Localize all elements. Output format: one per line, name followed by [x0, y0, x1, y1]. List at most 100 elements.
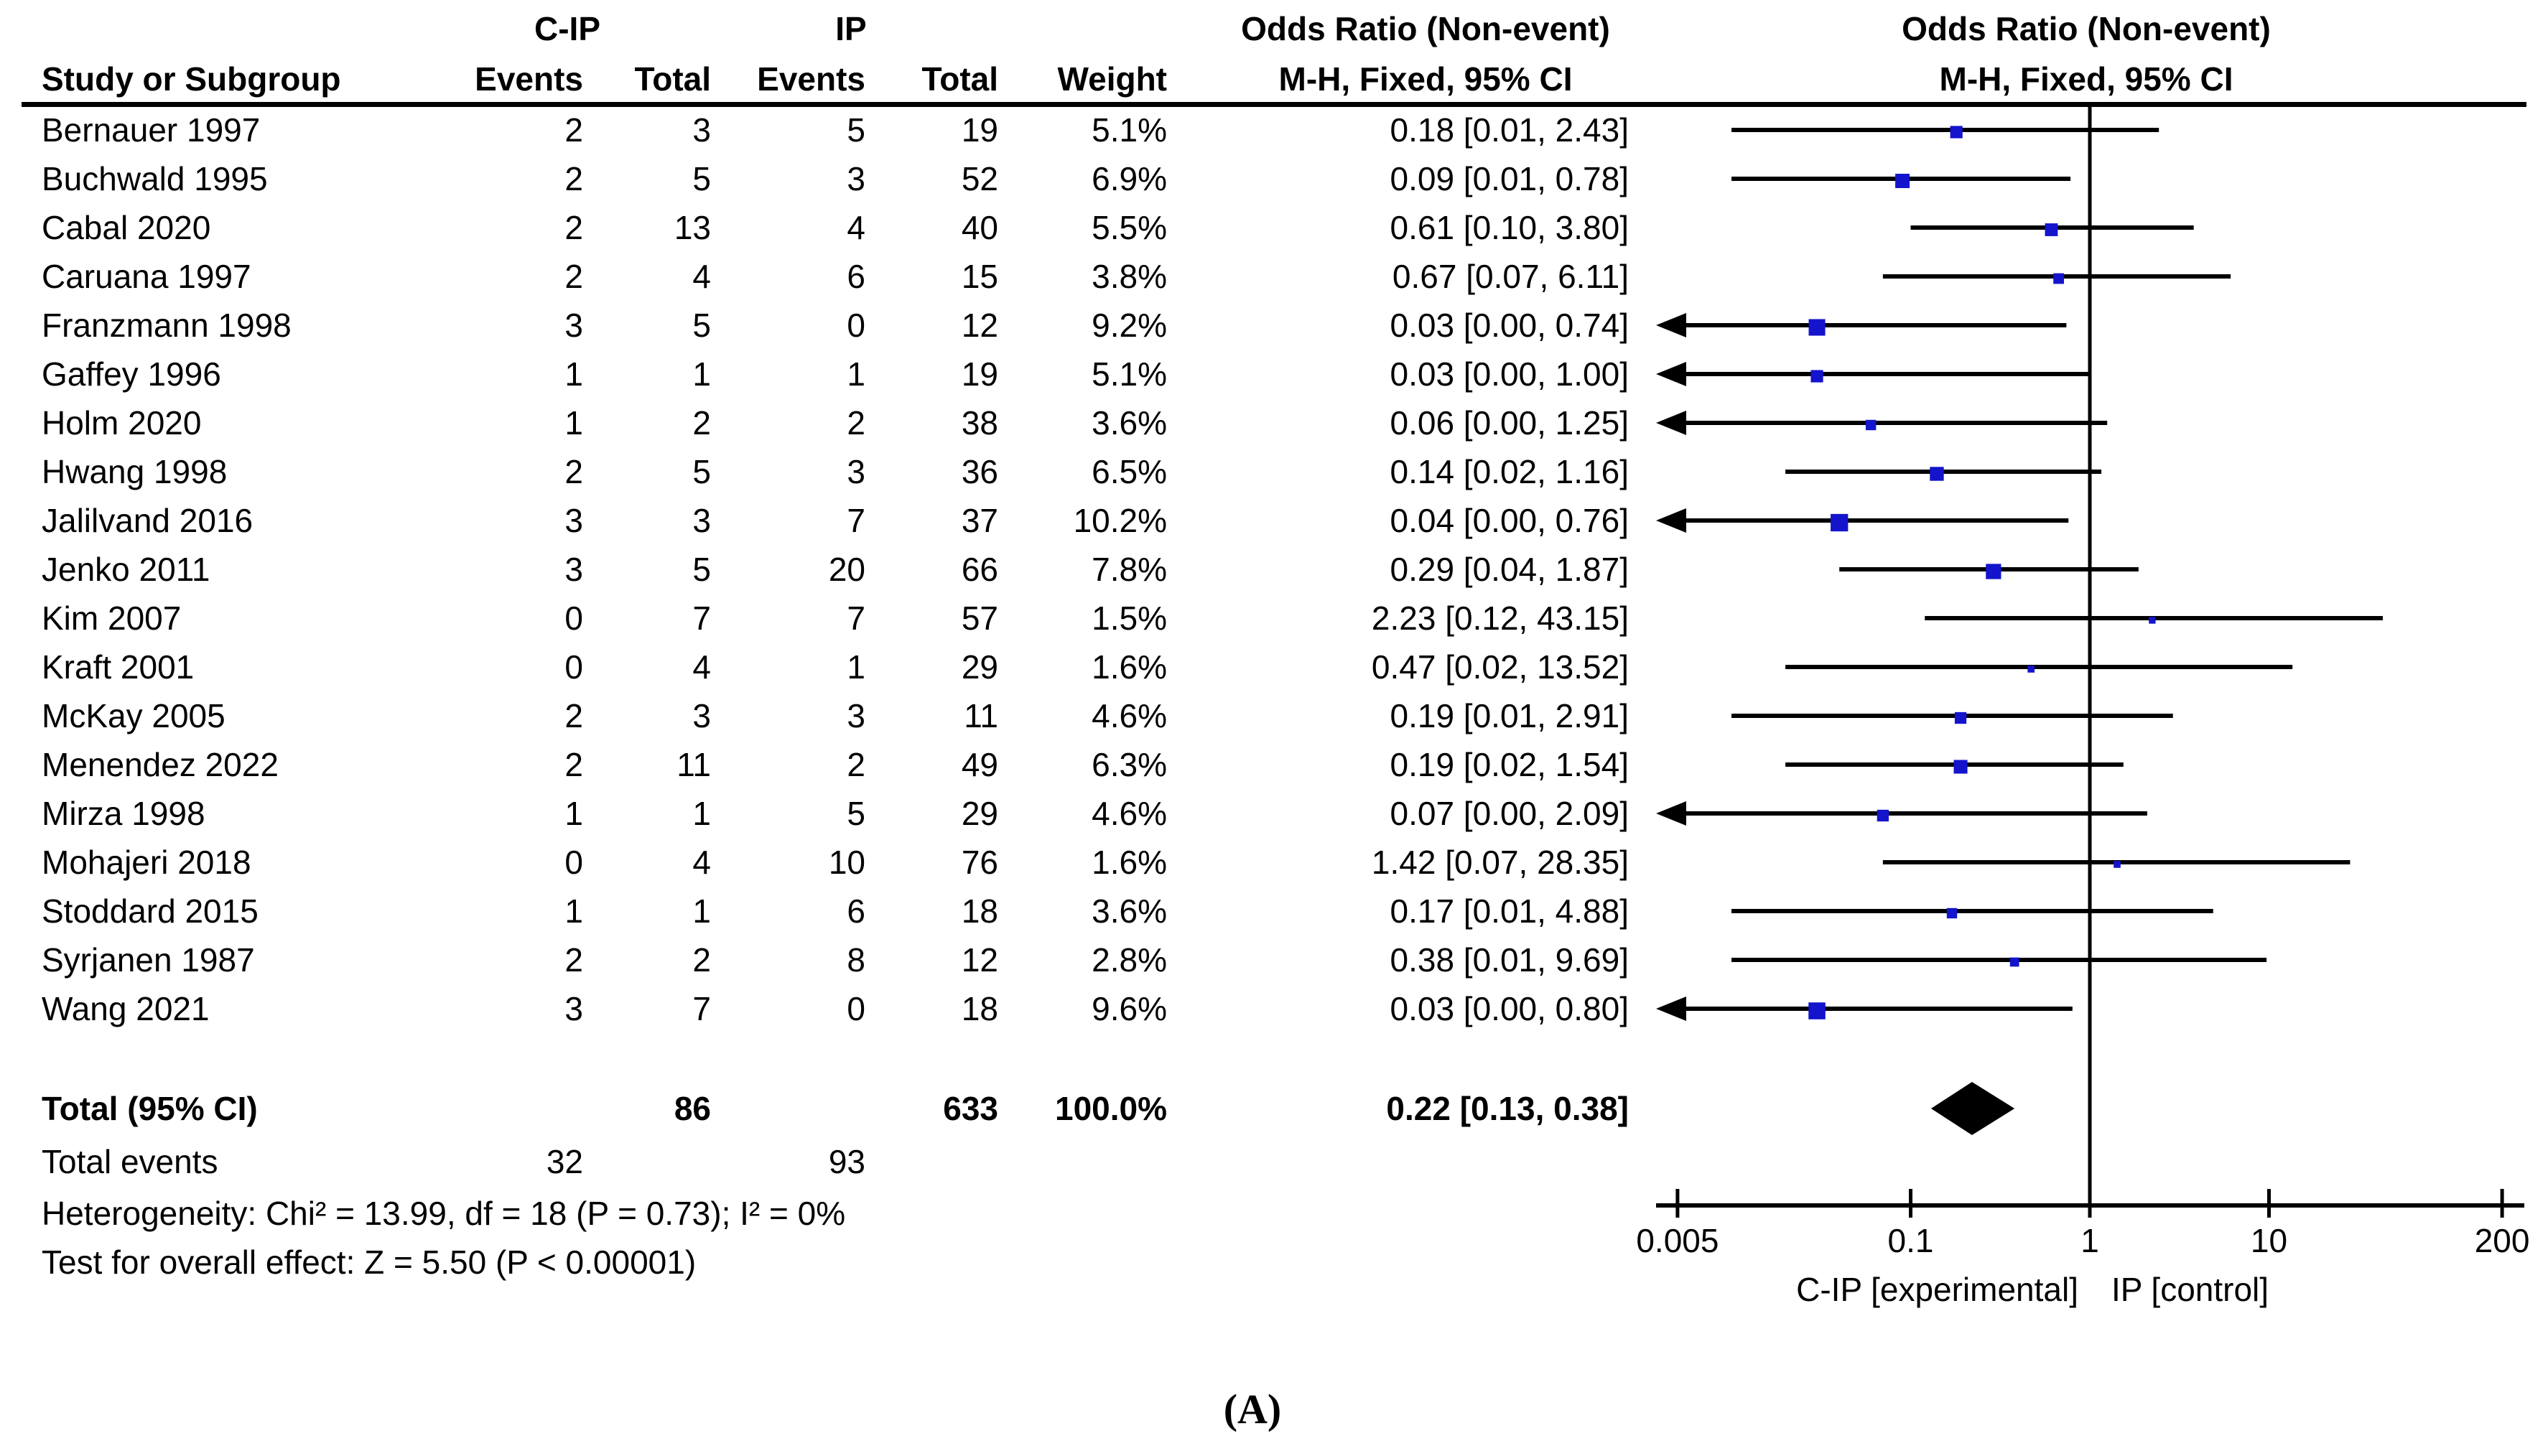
total-ip: 36: [961, 453, 998, 490]
header-weight: Weight: [1057, 60, 1167, 98]
study-name: Mohajeri 2018: [42, 844, 251, 881]
total-cip: 7: [692, 990, 711, 1027]
events-cip: 2: [564, 453, 583, 490]
weight-value: 6.5%: [1092, 453, 1167, 490]
study-name: Gaffey 1996: [42, 355, 221, 393]
total-events-label: Total events: [42, 1143, 218, 1180]
events-cip: 2: [564, 258, 583, 295]
point-estimate-marker: [1865, 419, 1877, 431]
x-axis-tick-label: 200: [2475, 1222, 2530, 1259]
or-ci-value: 0.67 [0.07, 6.11]: [1392, 258, 1629, 295]
total-ip: 12: [961, 941, 998, 979]
study-name: Franzmann 1998: [42, 307, 292, 344]
heterogeneity-text: Heterogeneity: Chi² = 13.99, df = 18 (P …: [42, 1195, 846, 1232]
weight-value: 4.6%: [1092, 795, 1167, 832]
x-axis-left-label: C-IP [experimental]: [1796, 1271, 2078, 1308]
summary-diamond: [1930, 1082, 2015, 1135]
weight-value: 6.3%: [1092, 746, 1167, 783]
point-estimate-marker: [1986, 564, 2001, 579]
header-or-subtitle-text: M-H, Fixed, 95% CI: [1278, 60, 1573, 98]
weight-value: 9.2%: [1092, 307, 1167, 344]
x-axis-tick-label: 10: [2251, 1222, 2287, 1259]
events-ip: 5: [847, 111, 865, 149]
arrow-left-icon: [1656, 313, 1686, 337]
or-ci-value: 0.06 [0.00, 1.25]: [1390, 404, 1629, 442]
events-ip: 3: [847, 160, 865, 197]
point-estimate-marker: [2045, 223, 2058, 236]
total-cip: 3: [692, 697, 711, 734]
events-ip: 3: [847, 453, 865, 490]
total-cip: 5: [692, 453, 711, 490]
point-estimate-marker: [1877, 809, 1889, 822]
or-ci-value: 0.03 [0.00, 1.00]: [1390, 355, 1629, 393]
arrow-left-icon: [1656, 997, 1686, 1021]
study-name: Holm 2020: [42, 404, 202, 442]
or-ci-value: 0.09 [0.01, 0.78]: [1390, 160, 1629, 197]
weight-value: 3.6%: [1092, 892, 1167, 930]
events-ip: 6: [847, 258, 865, 295]
events-cip: 3: [564, 551, 583, 588]
or-ci-value: 0.17 [0.01, 4.88]: [1390, 892, 1629, 930]
events-ip: 10: [828, 844, 865, 881]
total-cip: 13: [674, 209, 711, 246]
events-cip: 3: [564, 307, 583, 344]
events-cip: 3: [564, 502, 583, 539]
or-ci-value: 0.18 [0.01, 2.43]: [1390, 111, 1629, 149]
or-ci-value: 0.29 [0.04, 1.87]: [1390, 551, 1629, 588]
x-axis-right-label: IP [control]: [2111, 1271, 2269, 1308]
total-cip: 4: [692, 258, 711, 295]
total-ip: 11: [964, 697, 998, 734]
weight-value: 5.1%: [1092, 111, 1167, 149]
header-group-ip: IP: [835, 10, 867, 47]
study-name: Hwang 1998: [42, 453, 228, 490]
events-ip: 20: [828, 551, 865, 588]
total-ip: 38: [961, 404, 998, 442]
total-weight: 100.0%: [1054, 1090, 1167, 1127]
total-cip: 86: [674, 1090, 711, 1127]
events-ip: 1: [847, 355, 865, 393]
total-ip: 15: [961, 258, 998, 295]
study-name: McKay 2005: [42, 697, 225, 734]
study-name: Mirza 1998: [42, 795, 205, 832]
arrow-left-icon: [1656, 362, 1686, 386]
total-ip: 76: [961, 844, 998, 881]
weight-value: 1.6%: [1092, 844, 1167, 881]
total-label: Total (95% CI): [42, 1090, 258, 1127]
study-name: Jenko 2011: [42, 551, 210, 588]
or-ci-value: 0.19 [0.02, 1.54]: [1390, 746, 1629, 783]
events-ip: 2: [847, 404, 865, 442]
total-ip: 19: [961, 355, 998, 393]
or-ci-value: 0.47 [0.02, 13.52]: [1371, 648, 1629, 686]
total-ip: 12: [961, 307, 998, 344]
study-name: Menendez 2022: [42, 746, 279, 783]
study-name: Bernauer 1997: [42, 111, 261, 149]
weight-value: 4.6%: [1092, 697, 1167, 734]
weight-value: 1.5%: [1092, 599, 1167, 637]
x-axis-tick-label: 0.005: [1636, 1222, 1719, 1259]
point-estimate-marker: [1953, 760, 1968, 774]
point-estimate-marker: [1954, 711, 1967, 724]
or-ci-value: 1.42 [0.07, 28.35]: [1371, 844, 1629, 881]
total-ip: 29: [961, 795, 998, 832]
weight-value: 10.2%: [1073, 502, 1167, 539]
header-total-ip: Total: [921, 60, 998, 98]
point-estimate-marker: [1950, 126, 1963, 139]
total-cip: 3: [692, 502, 711, 539]
total-ip: 40: [961, 209, 998, 246]
events-cip: 2: [564, 697, 583, 734]
total-cip: 1: [692, 892, 711, 930]
x-axis-tick-label: 1: [2080, 1222, 2099, 1259]
point-estimate-marker: [2009, 957, 2019, 967]
header-group-cip: C-IP: [534, 10, 600, 47]
events-cip: 2: [564, 160, 583, 197]
total-ip: 49: [961, 746, 998, 783]
point-estimate-marker: [1831, 513, 1849, 532]
events-cip: 2: [564, 746, 583, 783]
events-cip: 1: [564, 795, 583, 832]
total-ip: 29: [961, 648, 998, 686]
or-ci-value: 0.19 [0.01, 2.91]: [1390, 697, 1629, 734]
or-ci-value: 0.14 [0.02, 1.16]: [1390, 453, 1629, 490]
point-estimate-marker: [2053, 273, 2065, 284]
events-ip: 3: [847, 697, 865, 734]
header-total-cip: Total: [634, 60, 711, 98]
